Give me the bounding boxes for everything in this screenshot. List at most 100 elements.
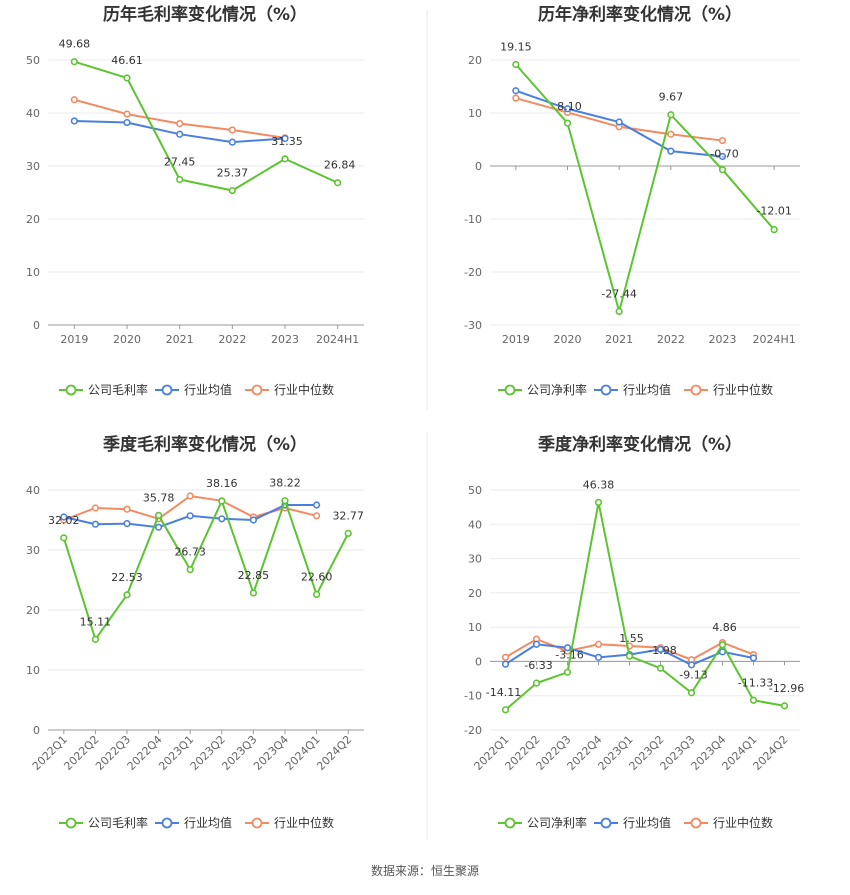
legend-marker	[65, 817, 77, 829]
data-point	[563, 644, 572, 652]
data-label: 31.35	[271, 135, 303, 148]
x-tick-label: 2022	[218, 333, 246, 346]
legend-marker	[504, 817, 516, 829]
y-tick-label: 30	[26, 544, 40, 557]
legend-item-industry-median[interactable]: 行业中位数	[684, 815, 773, 830]
data-label: -9.13	[679, 669, 707, 682]
data-point	[123, 591, 131, 599]
y-tick-label: -10	[464, 690, 482, 703]
data-label: 1.55	[619, 632, 644, 645]
data-label: 22.85	[238, 569, 270, 582]
chart-title: 历年毛利率变化情况（%）	[103, 4, 307, 25]
y-tick-label: 50	[468, 484, 482, 497]
data-label: 49.68	[59, 38, 91, 51]
series-line-company	[504, 502, 785, 711]
x-tick-label: 2022	[657, 333, 685, 346]
data-label: -6.33	[524, 659, 552, 672]
legend-item-company[interactable]: 公司毛利率	[59, 815, 148, 830]
legend-item-company[interactable]: 公司毛利率	[59, 382, 148, 397]
x-tick-label: 2021	[605, 333, 633, 346]
chart-panel-3: 季度毛利率变化情况（%）0102030402022Q12022Q22022Q32…	[26, 434, 364, 830]
y-tick-label: 50	[26, 54, 40, 67]
legend-label: 公司毛利率	[88, 815, 148, 830]
y-tick-label: 20	[26, 604, 40, 617]
legend-marker	[161, 817, 173, 829]
data-label: -12.96	[769, 682, 804, 695]
data-point	[512, 87, 520, 95]
data-point	[228, 126, 236, 134]
data-point	[123, 519, 131, 528]
data-label: 4.86	[712, 621, 737, 634]
data-point	[532, 679, 541, 687]
data-label: 38.22	[269, 477, 301, 490]
x-tick-label: 2021	[166, 333, 194, 346]
y-tick-label: -10	[464, 213, 482, 226]
legend-label: 行业中位数	[713, 815, 773, 830]
y-tick-label: -20	[464, 266, 482, 279]
data-point	[334, 179, 342, 187]
y-tick-label: 30	[468, 553, 482, 566]
legend-marker	[600, 817, 612, 829]
data-label: 35.78	[143, 491, 175, 504]
series-line-company	[62, 497, 350, 642]
data-point	[501, 653, 510, 661]
data-point	[313, 512, 321, 520]
y-tick-label: 0	[33, 724, 40, 737]
series-line-company	[74, 60, 339, 192]
legend-item-industry-median[interactable]: 行业中位数	[245, 815, 334, 830]
data-point	[512, 94, 520, 102]
x-tick-label: 2020	[554, 333, 582, 346]
data-point	[123, 118, 131, 127]
data-label: 22.60	[301, 570, 333, 583]
data-point	[770, 226, 778, 234]
data-source-note: 数据来源：恒生聚源	[370, 864, 479, 878]
y-tick-label: 10	[26, 664, 40, 677]
data-point	[615, 307, 623, 316]
chart-title: 历年净利率变化情况（%）	[538, 4, 742, 25]
data-point	[718, 152, 727, 161]
data-label: 25.37	[217, 167, 249, 180]
data-point	[512, 60, 520, 69]
data-point	[60, 513, 68, 521]
data-point	[718, 641, 727, 649]
x-tick-label: 2024H1	[753, 333, 796, 346]
x-tick-label: 2024Q2	[751, 733, 791, 773]
data-point	[656, 645, 665, 654]
data-label: 38.16	[206, 477, 238, 490]
data-point	[749, 654, 758, 662]
legend-item-industry-average[interactable]: 行业均值	[594, 815, 671, 830]
data-label: -11.33	[738, 676, 773, 689]
data-point	[218, 515, 226, 523]
x-tick-label: 2019	[60, 333, 88, 346]
data-point	[123, 74, 131, 82]
legend-item-industry-average[interactable]: 行业均值	[155, 815, 232, 830]
y-tick-label: 20	[468, 54, 482, 67]
data-label: -1.98	[648, 644, 676, 657]
data-point	[123, 505, 131, 513]
data-label: 32.77	[332, 509, 364, 522]
data-point	[718, 136, 727, 145]
legend-label: 行业均值	[623, 382, 671, 397]
data-label: -12.01	[756, 205, 791, 218]
data-point	[249, 516, 257, 524]
y-tick-label: 10	[468, 107, 482, 120]
legend-marker	[65, 384, 77, 396]
legend-item-industry-median[interactable]: 行业中位数	[245, 382, 334, 397]
data-point	[228, 186, 236, 195]
legend-item-company[interactable]: 公司净利率	[498, 382, 587, 397]
data-point	[667, 130, 675, 138]
x-tick-label: 2023	[709, 333, 737, 346]
data-label: 19.15	[500, 41, 532, 54]
chart-title: 季度毛利率变化情况（%）	[103, 434, 307, 455]
data-point	[218, 497, 226, 505]
data-point	[594, 640, 603, 648]
data-point	[313, 501, 321, 509]
legend-item-industry-average[interactable]: 行业均值	[155, 382, 232, 397]
legend-item-company[interactable]: 公司净利率	[498, 815, 587, 830]
x-tick-label: 2020	[113, 333, 141, 346]
data-point	[615, 118, 623, 126]
legend-marker	[251, 817, 263, 829]
legend-item-industry-average[interactable]: 行业均值	[594, 382, 671, 397]
legend-item-industry-median[interactable]: 行业中位数	[684, 382, 773, 397]
